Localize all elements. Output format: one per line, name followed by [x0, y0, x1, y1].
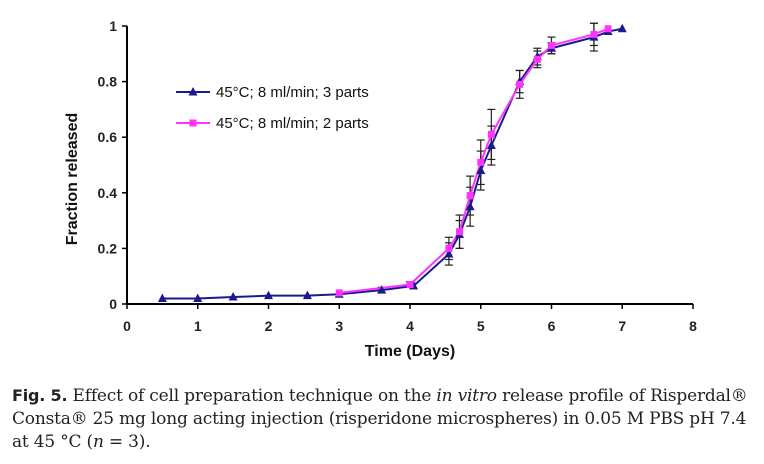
x-tick-label: 2	[265, 318, 273, 334]
caption-italic-1: in vitro	[436, 386, 497, 406]
legend: 45°C; 8 ml/min; 3 parts 45°C; 8 ml/min; 2…	[176, 84, 369, 132]
axes: 0 1 2 3 4 5 6 7 8 0 0.2 0.4 0.6 0.8 1	[98, 18, 698, 334]
data-point-square	[466, 192, 474, 200]
series-line-2	[339, 27, 609, 294]
caption-text-1: Effect of cell preparation technique on …	[67, 386, 437, 406]
y-tick-label: 0.2	[98, 240, 118, 256]
series-lines	[162, 27, 623, 300]
x-tick-label: 0	[123, 318, 131, 334]
data-point-triangle	[465, 201, 475, 211]
y-axis-title: Fraction released	[64, 113, 81, 246]
data-point-triangle	[264, 290, 273, 300]
x-tick-label: 3	[335, 318, 343, 334]
caption-italic-2: n	[92, 432, 104, 452]
x-tick-label: 5	[477, 318, 485, 334]
figure-label: Fig. 5.	[12, 386, 68, 405]
y-tick-label: 1	[109, 18, 117, 34]
legend-label-2: 45°C; 8 ml/min; 2 parts	[216, 115, 369, 132]
data-point-square	[604, 25, 612, 33]
legend-marker-triangle	[188, 87, 198, 96]
y-tick-label: 0.4	[98, 185, 118, 201]
data-point-triangle	[377, 285, 387, 294]
data-point-square	[548, 41, 555, 49]
data-point-triangle	[302, 290, 312, 300]
data-point-triangle	[476, 165, 486, 175]
x-tick-label: 6	[548, 318, 556, 334]
y-tick-label: 0.6	[98, 129, 118, 145]
data-point-square	[533, 55, 541, 63]
data-point-square	[445, 244, 453, 252]
data-point-square	[516, 80, 524, 88]
series-line-1	[162, 27, 623, 300]
x-axis-title: Time (Days)	[365, 343, 455, 360]
data-point-triangle	[193, 293, 203, 302]
data-point-triangle	[617, 23, 627, 33]
legend-label-1: 45°C; 8 ml/min; 3 parts	[216, 84, 369, 101]
data-point-square	[590, 30, 598, 38]
x-tick-label: 7	[618, 318, 626, 334]
x-tick-label: 8	[689, 318, 697, 334]
figure-caption: Fig. 5. Effect of cell preparation techn…	[12, 384, 756, 454]
data-point-square	[456, 228, 464, 236]
caption-text-2: release profile of Risperdal® Consta® 25…	[12, 386, 748, 452]
release-profile-chart: 0 1 2 3 4 5 6 7 8 0 0.2 0.4 0.6 0.8 1 45°C; 8 ml/min; …	[64, 18, 698, 360]
data-point-triangle	[157, 293, 167, 302]
data-point-triangle	[228, 292, 238, 301]
y-tick-label: 0	[109, 296, 117, 312]
data-point-square	[406, 281, 414, 289]
data-point-triangle	[486, 140, 496, 150]
legend-marker-square	[189, 119, 197, 127]
data-point-square	[335, 289, 343, 297]
x-tick-label: 4	[406, 318, 414, 334]
data-point-square	[487, 130, 495, 138]
series-markers	[157, 23, 627, 302]
caption-text-3: = 3).	[103, 432, 151, 452]
error-bars	[377, 22, 598, 294]
data-point-triangle	[444, 248, 454, 258]
y-tick-label: 0.8	[98, 74, 118, 90]
data-point-square	[477, 158, 485, 166]
x-tick-label: 1	[194, 318, 202, 334]
